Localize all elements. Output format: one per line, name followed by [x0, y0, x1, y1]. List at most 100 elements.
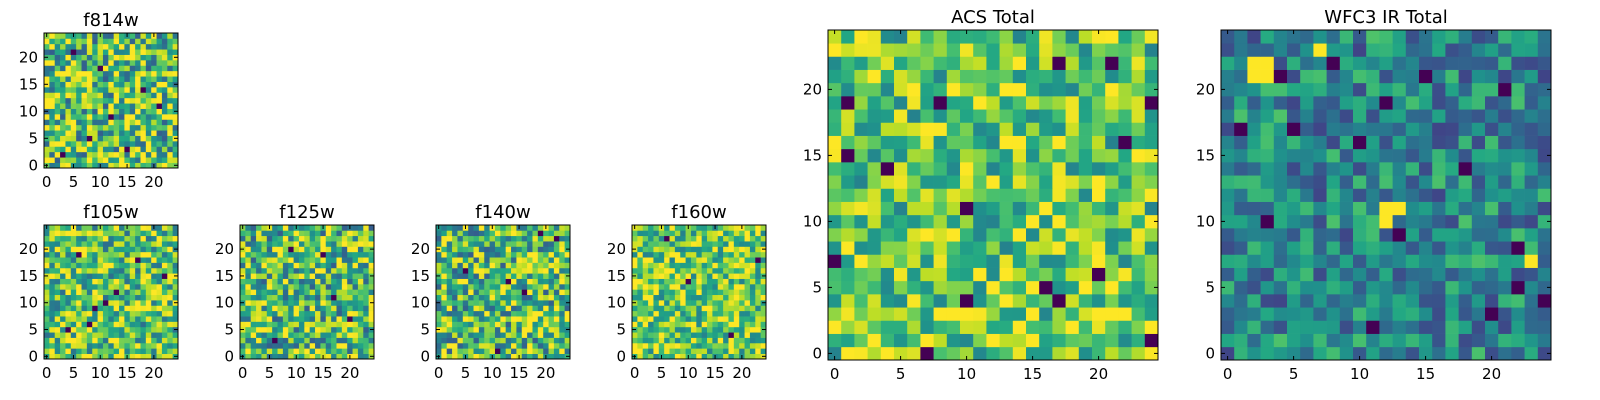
heatmap-cell — [920, 43, 934, 57]
heatmap-cell — [532, 348, 539, 354]
heatmap-cell — [140, 151, 147, 158]
heatmap-cell — [841, 122, 855, 136]
heatmap-cell — [76, 60, 82, 66]
heatmap-cell — [81, 54, 88, 61]
heatmap-cell — [527, 278, 533, 285]
heatmap-cell — [527, 235, 533, 242]
heatmap-cell — [728, 332, 735, 338]
heatmap-cell — [960, 135, 974, 150]
heatmap-cell — [685, 316, 692, 322]
heatmap-cell — [102, 119, 109, 126]
heatmap-cell — [341, 257, 348, 263]
heatmap-cell — [1379, 228, 1393, 242]
heatmap-cell — [854, 346, 868, 361]
heatmap-cell — [277, 316, 284, 322]
heatmap-cell — [81, 108, 88, 115]
heatmap-cell — [1234, 82, 1248, 97]
heatmap-cell — [1052, 162, 1066, 176]
heatmap-cell — [44, 262, 50, 269]
heatmap-cell — [1405, 280, 1420, 295]
heatmap-cell — [1537, 69, 1552, 84]
heatmap-cell — [135, 49, 141, 55]
heatmap-cell — [81, 65, 88, 72]
heatmap-cell — [298, 278, 305, 285]
heatmap-cell — [537, 278, 544, 285]
heatmap-cell — [457, 300, 464, 306]
heatmap-cell — [986, 280, 1000, 295]
heatmap-cell — [1105, 135, 1119, 150]
heatmap-cell — [145, 130, 152, 136]
heatmap-cell — [1405, 214, 1420, 229]
heatmap-cell — [642, 332, 649, 338]
heatmap-cell — [946, 241, 961, 255]
heatmap-cell — [44, 321, 50, 328]
heatmap-cell — [1353, 122, 1367, 136]
heatmap-cell — [347, 300, 353, 306]
heatmap-cell — [828, 320, 842, 334]
heatmap-cell — [86, 321, 93, 328]
heatmap-cell — [293, 289, 300, 296]
heatmap-cell — [494, 251, 501, 258]
heatmap-cell — [1300, 307, 1314, 321]
heatmap-cell — [293, 348, 300, 354]
heatmap-cell — [1339, 214, 1354, 229]
heatmap-cell — [298, 342, 305, 349]
heatmap-cell — [60, 103, 66, 109]
heatmap-cell — [293, 230, 300, 237]
heatmap-cell — [642, 230, 649, 237]
heatmap-cell — [559, 289, 565, 296]
heatmap-cell — [717, 337, 724, 344]
heatmap-cell — [156, 353, 163, 360]
heatmap-cell — [1524, 294, 1539, 308]
heatmap-cell — [86, 283, 93, 290]
heatmap-cell — [81, 92, 88, 99]
heatmap-cell — [986, 96, 1000, 110]
heatmap-cell — [44, 60, 50, 66]
heatmap-cell — [1131, 267, 1146, 282]
x-tick-label: 15 — [1416, 365, 1435, 383]
heatmap-cell — [298, 310, 305, 317]
heatmap-cell — [129, 283, 136, 290]
heatmap-cell — [867, 307, 882, 321]
heatmap-cell — [293, 262, 300, 269]
heatmap-cell — [245, 230, 252, 237]
heatmap-cell — [1392, 148, 1407, 163]
heatmap-cell — [728, 235, 735, 242]
heatmap-cell — [880, 307, 895, 321]
heatmap-cell — [701, 267, 708, 274]
heatmap-cell — [478, 326, 485, 333]
heatmap-cell — [907, 43, 921, 57]
heatmap-cell — [172, 114, 179, 120]
heatmap-cell — [739, 310, 745, 317]
heatmap-cell — [65, 283, 72, 290]
heatmap-cell — [457, 278, 464, 285]
heatmap-cell — [1405, 254, 1420, 268]
heatmap-cell — [1339, 294, 1354, 308]
heatmap-cell — [357, 321, 364, 328]
heatmap-cell — [102, 81, 109, 88]
heatmap-cell — [553, 251, 560, 258]
heatmap-cell — [272, 262, 278, 269]
heatmap-cell — [250, 289, 257, 296]
heatmap-cell — [744, 246, 751, 253]
heatmap-cell — [749, 337, 756, 344]
heatmap-cell — [1432, 69, 1446, 84]
heatmap-cell — [70, 54, 77, 61]
heatmap-cell — [336, 332, 343, 338]
heatmap-cell — [256, 348, 262, 354]
heatmap-cell — [49, 65, 56, 72]
heatmap-cell — [108, 49, 115, 55]
heatmap-cell — [151, 65, 157, 72]
heatmap-cell — [559, 230, 565, 237]
heatmap-cell — [1511, 82, 1525, 97]
heatmap-cell — [494, 321, 501, 328]
heatmap-cell — [70, 151, 77, 158]
heatmap-cell — [907, 214, 921, 229]
heatmap-cell — [1092, 333, 1106, 348]
heatmap-cell — [674, 235, 681, 242]
heatmap-cell — [867, 82, 882, 97]
heatmap-cell — [124, 300, 131, 306]
heatmap-cell — [86, 65, 93, 72]
heatmap-cell — [690, 300, 697, 306]
heatmap-cell — [60, 289, 66, 296]
